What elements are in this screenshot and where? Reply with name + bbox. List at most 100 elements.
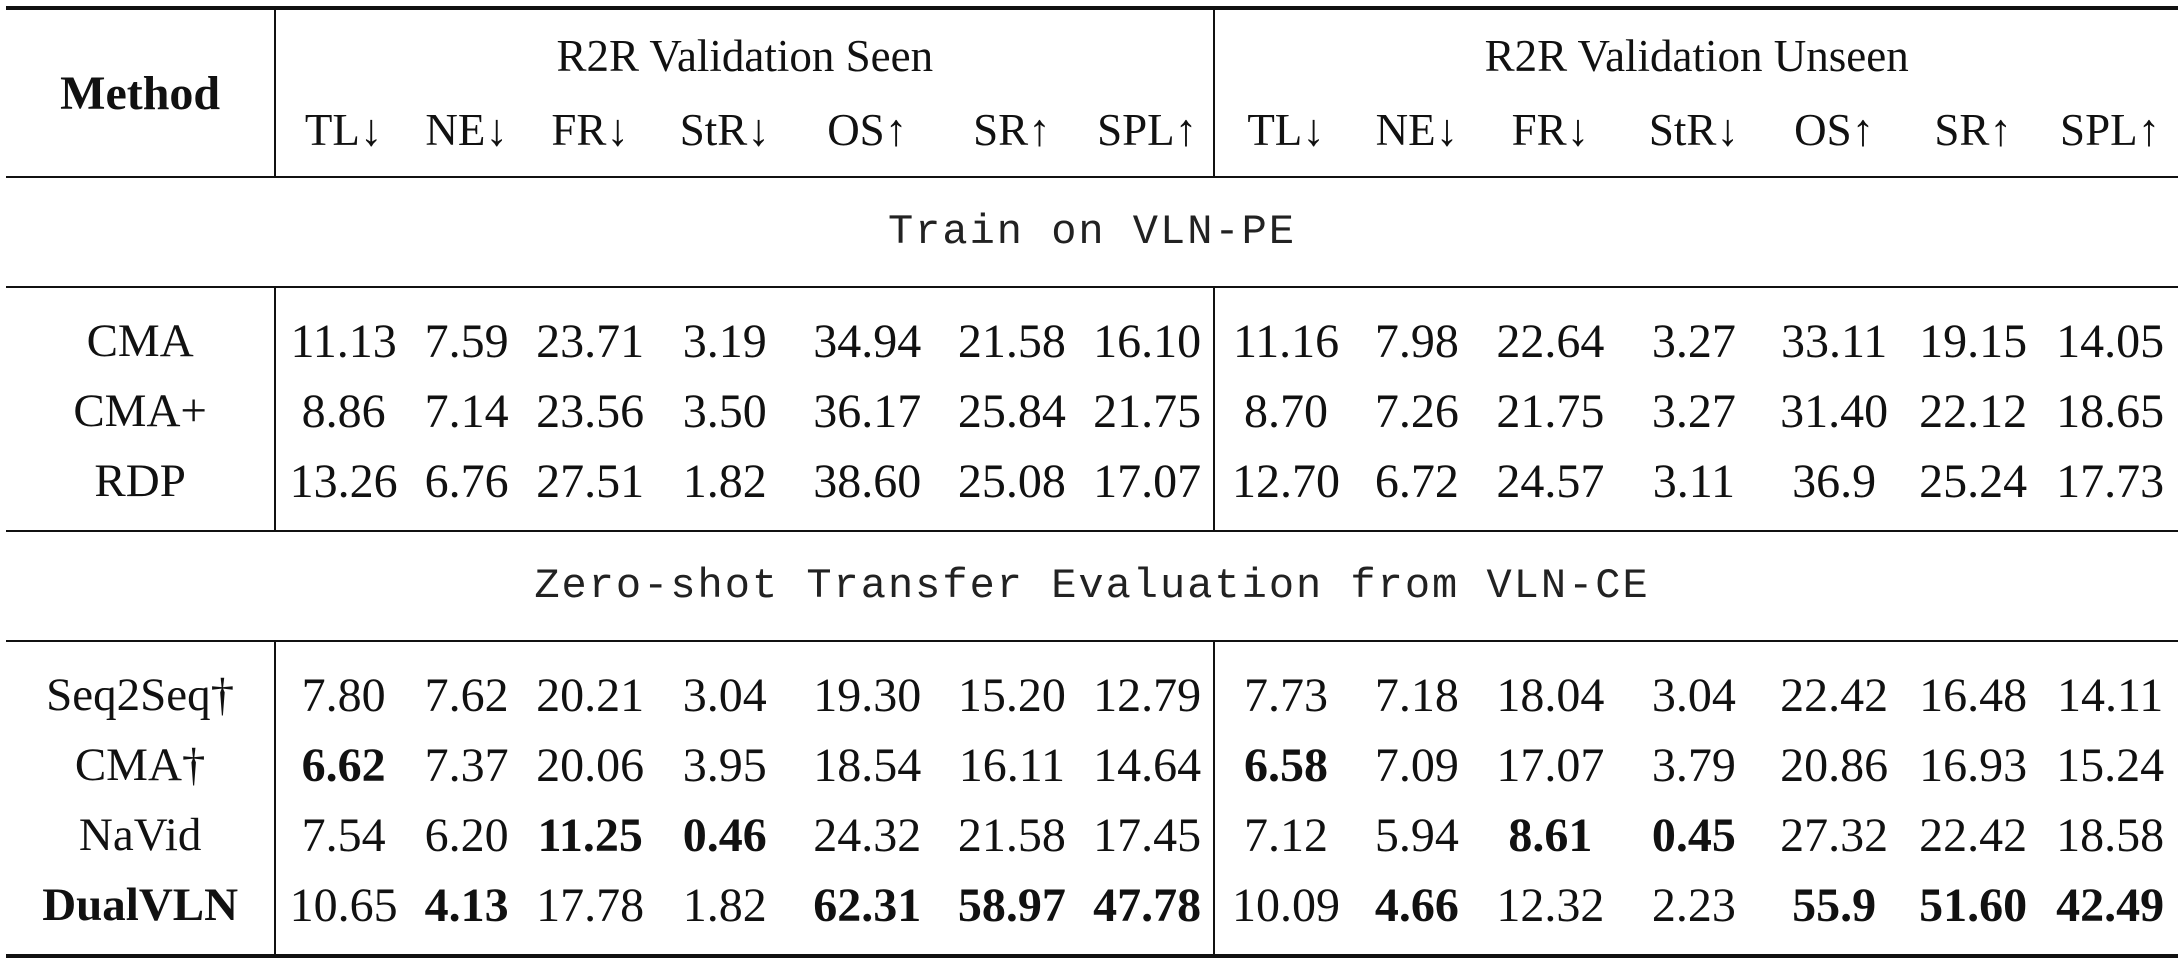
seen-value-cell: 17.78 — [536, 878, 645, 932]
seen-value-cell: 11.13 — [290, 314, 397, 368]
unseen-value-cell: 11.16 — [1232, 314, 1340, 368]
unseen-value-cell: 27.32 — [1780, 808, 1889, 862]
unseen-value-cell: 6.72 — [1374, 454, 1459, 508]
seen-value-cell: 25.84 — [957, 384, 1066, 438]
table-header: Method R2R Validation Seen R2R Validatio… — [6, 8, 2178, 178]
unseen-value-cell: 24.57 — [1496, 454, 1605, 508]
seen-value-cell: 17.45 — [1080, 800, 1216, 870]
unseen-value-cell: 15.24 — [2056, 738, 2165, 792]
seen-value-cell: 7.59 — [424, 314, 509, 368]
unseen-value-cell: 12.70 — [1232, 454, 1341, 508]
seen-value-cell: 58.97 — [957, 878, 1066, 932]
seen-value-cell: 23.71 — [536, 314, 645, 368]
unseen-value-cell: 55.9 — [1792, 878, 1877, 932]
seen-value-cell: 7.54 — [301, 808, 386, 862]
unseen-value-cell: 22.64 — [1496, 314, 1605, 368]
table-row: DualVLN 10.65 4.13 17.78 1.82 62.31 58.97 47.78… — [6, 870, 2178, 956]
unseen-value-cell: 18.04 — [1496, 668, 1605, 722]
seen-value-cell: 10.65 — [289, 878, 398, 932]
unseen-value-cell: 3.27 — [1651, 314, 1736, 368]
seen-value-cell: 47.78 — [1080, 870, 1216, 956]
seen-value-cell: 12.79 — [1080, 641, 1216, 730]
column-header: FR↓ — [551, 105, 629, 155]
unseen-value-cell: 4.66 — [1374, 878, 1459, 932]
table-row: Seq2Seq† 7.80 7.62 20.21 3.04 19.30 15.20 12.79… — [6, 641, 2178, 730]
unseen-value-cell: 7.12 — [1244, 808, 1329, 862]
column-header: TL↓ — [304, 105, 383, 155]
unseen-value-cell: 6.58 — [1244, 738, 1329, 792]
seen-value-cell: 1.82 — [682, 878, 767, 932]
seen-value-cell: 18.54 — [813, 738, 922, 792]
seen-value-cell: 3.04 — [682, 668, 767, 722]
unseen-value-cell: 5.94 — [1374, 808, 1459, 862]
table-row: NaVid 7.54 6.20 11.25 0.46 24.32 21.58 17.45 7.1… — [6, 800, 2178, 870]
unseen-value-cell: 16.93 — [1919, 738, 2028, 792]
unseen-value-cell: 8.70 — [1244, 384, 1329, 438]
method-name: RDP — [6, 446, 277, 531]
seen-value-cell: 24.32 — [813, 808, 922, 862]
unseen-value-cell: 7.26 — [1374, 384, 1459, 438]
seen-value-cell: 15.20 — [957, 668, 1066, 722]
table-row: RDP 13.26 6.76 27.51 1.82 38.60 25.08 17.07 12.7… — [6, 446, 2178, 531]
seen-value-cell: 36.17 — [813, 384, 922, 438]
unseen-value-cell: 19.15 — [1919, 314, 2028, 368]
method-name: NaVid — [6, 800, 277, 870]
seen-value-cell: 3.50 — [682, 384, 767, 438]
seen-value-cell: 21.58 — [957, 314, 1066, 368]
seen-value-cell: 7.62 — [424, 668, 509, 722]
seen-value-cell: 23.56 — [536, 384, 645, 438]
results-table-container: Method R2R Validation Seen R2R Validatio… — [6, 6, 2178, 958]
seen-value-cell: 7.37 — [424, 738, 509, 792]
seen-value-cell: 19.30 — [813, 668, 922, 722]
column-header: NE↓ — [1375, 105, 1459, 155]
unseen-value-cell: 51.60 — [1919, 878, 2028, 932]
unseen-value-cell: 0.45 — [1651, 808, 1736, 862]
column-header: SR↑ — [1934, 105, 2012, 155]
table-row: CMA 11.13 7.59 23.71 3.19 34.94 21.58 16.10 11.1… — [6, 287, 2178, 376]
seen-value-cell: 8.86 — [301, 384, 386, 438]
unseen-value-cell: 8.61 — [1508, 808, 1593, 862]
method-name: CMA+ — [6, 376, 277, 446]
seen-value-cell: 6.62 — [301, 738, 386, 792]
unseen-value-cell: 7.98 — [1374, 314, 1459, 368]
seen-value-cell: 13.26 — [289, 454, 398, 508]
seen-value-cell: 17.07 — [1080, 446, 1216, 531]
column-header: FR↓ — [1511, 105, 1590, 155]
unseen-value-cell: 33.11 — [1780, 314, 1888, 368]
method-name: DualVLN — [6, 870, 277, 956]
table-row: CMA† 6.62 7.37 20.06 3.95 18.54 16.11 14.64 6.58… — [6, 730, 2178, 800]
unseen-value-cell: 22.42 — [1919, 808, 2028, 862]
unseen-value-cell: 22.12 — [1919, 384, 2028, 438]
seen-value-cell: 25.08 — [957, 454, 1066, 508]
section-title: Train on VLN-PE — [887, 208, 1297, 256]
section-header-row: Zero-shot Transfer Evaluation from VLN-C… — [6, 531, 2178, 641]
unseen-value-cell: 18.65 — [2056, 384, 2165, 438]
seen-value-cell: 6.20 — [424, 808, 509, 862]
seen-value-cell: 3.95 — [682, 738, 767, 792]
seen-value-cell: 20.21 — [536, 668, 645, 722]
unseen-value-cell: 7.18 — [1374, 668, 1459, 722]
unseen-value-cell: 14.05 — [2056, 314, 2165, 368]
column-header: SPL↑ — [2060, 105, 2161, 155]
results-table: Method R2R Validation Seen R2R Validatio… — [6, 6, 2178, 958]
unseen-value-cell: 7.73 — [1244, 668, 1329, 722]
unseen-value-cell: 20.86 — [1780, 738, 1889, 792]
seen-value-cell: 1.82 — [682, 454, 767, 508]
seen-value-cell: 14.64 — [1080, 730, 1216, 800]
column-header: StR↓ — [679, 105, 770, 155]
unseen-value-cell: 18.58 — [2056, 808, 2165, 862]
unseen-value-cell: 12.32 — [1496, 878, 1605, 932]
unseen-value-cell: 22.42 — [1780, 668, 1889, 722]
seen-value-cell: 34.94 — [813, 314, 922, 368]
seen-value-cell: 0.46 — [682, 808, 767, 862]
seen-value-cell: 7.14 — [424, 384, 509, 438]
unseen-value-cell: 7.09 — [1374, 738, 1459, 792]
seen-value-cell: 16.10 — [1080, 287, 1216, 376]
column-header: NE↓ — [425, 105, 508, 155]
table-body: Train on VLN-PE CMA 11.13 7.59 23.71 3.19 34.9… — [6, 177, 2178, 956]
seen-value-cell: 21.75 — [1080, 376, 1216, 446]
column-header: TL↓ — [1247, 105, 1325, 155]
unseen-value-cell: 21.75 — [1496, 384, 1605, 438]
unseen-value-cell: 17.07 — [1496, 738, 1605, 792]
column-header: OS↑ — [1794, 105, 1875, 155]
